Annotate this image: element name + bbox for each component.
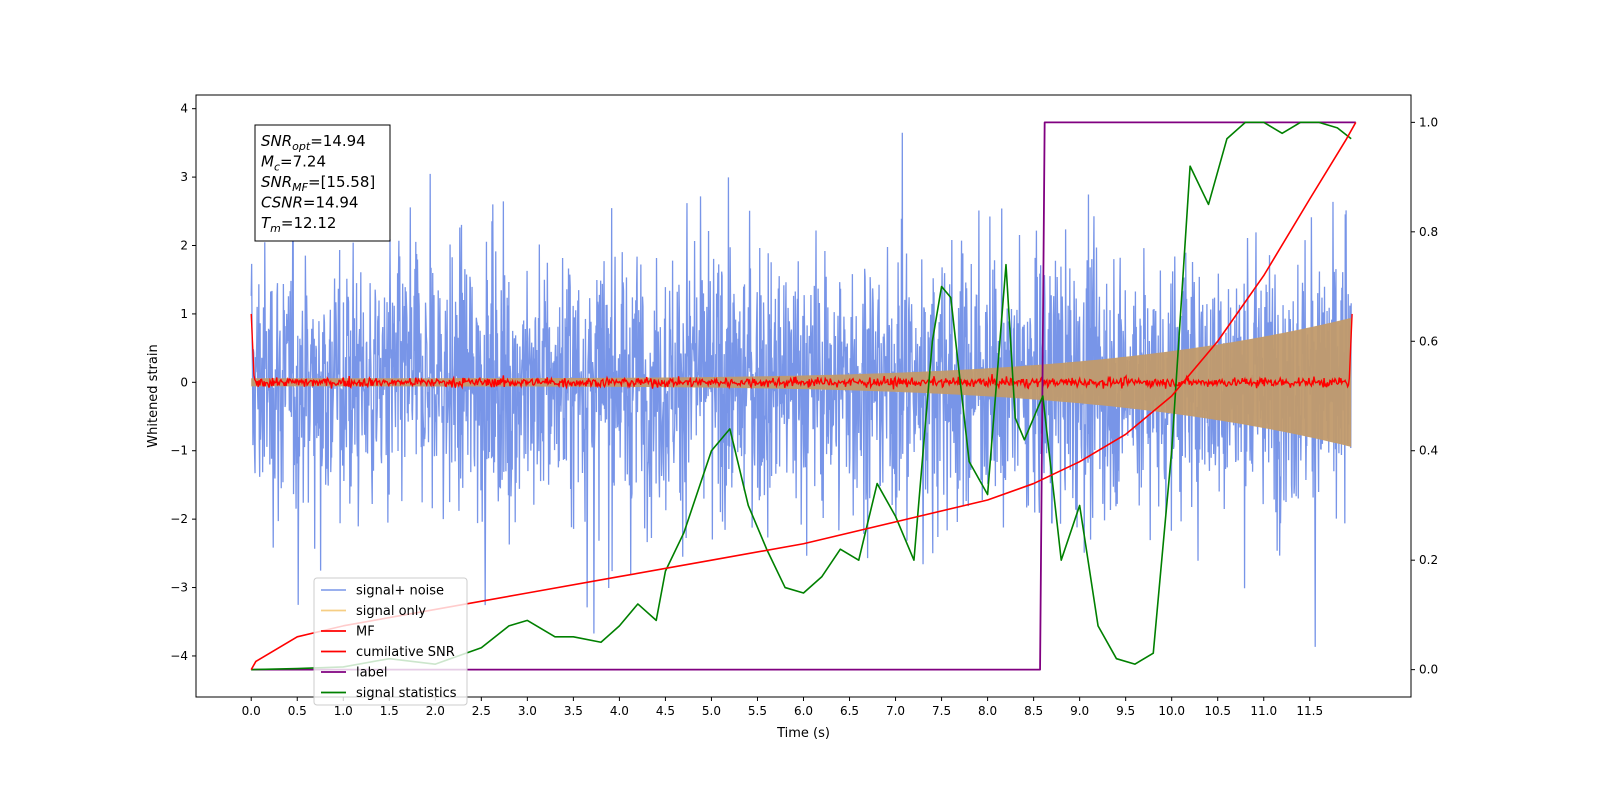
annotation-subscript: c: [274, 161, 280, 174]
x-tick-label: 11.5: [1296, 704, 1323, 718]
annotation-line: CSNR=14.94: [261, 194, 358, 212]
x-tick-label: 5.5: [748, 704, 767, 718]
y-tick-label: 4: [180, 102, 188, 116]
annotation-line: Tm=12.12: [261, 214, 336, 235]
legend-item[interactable]: cumilative SNR: [321, 645, 455, 660]
x-tick-label: 0.5: [288, 704, 307, 718]
x-tick-label: 8.0: [978, 704, 997, 718]
y2-tick-label: 0.2: [1419, 553, 1438, 567]
legend-label: signal only: [356, 604, 426, 619]
annotation-value: =14.94: [303, 194, 359, 212]
annotation-symbol: CSNR: [261, 194, 303, 212]
x-tick-label: 2.0: [426, 704, 445, 718]
legend[interactable]: signal+ noise signal only MF cumilative SNR…: [313, 577, 468, 706]
legend-label: signal statistics: [356, 686, 457, 701]
x-tick-label: 11.0: [1250, 704, 1277, 718]
x-tick-label: 10.0: [1158, 704, 1185, 718]
annotation-line: SNRopt=14.94: [261, 132, 366, 153]
y-tick-label: 3: [180, 170, 188, 184]
annotation-value: =12.12: [281, 214, 337, 232]
annotation-line: Mc=7.24: [261, 153, 326, 174]
x-tick-label: 2.5: [472, 704, 491, 718]
x-tick-label: 3.5: [564, 704, 583, 718]
x-tick-label: 6.0: [794, 704, 813, 718]
y-tick-label: −3: [170, 581, 188, 595]
annotation-symbol: M: [261, 153, 274, 171]
legend-label: label: [356, 666, 387, 681]
annotation-symbol: T: [261, 214, 272, 232]
annotation-box: SNRopt=14.94Mc=7.24SNRMF=[15.58]CSNR=14.…: [254, 124, 391, 242]
legend-label: MF: [356, 625, 375, 640]
x-tick-label: 7.5: [932, 704, 951, 718]
y2-tick-label: 0.4: [1419, 444, 1438, 458]
legend-item[interactable]: signal+ noise: [321, 584, 444, 599]
annotation-subscript: MF: [292, 181, 308, 194]
x-tick-label: 3.0: [518, 704, 537, 718]
annotation-subscript: m: [270, 222, 281, 235]
x-tick-label: 6.5: [840, 704, 859, 718]
x-tick-label: 4.5: [656, 704, 675, 718]
legend-label: signal+ noise: [356, 584, 444, 599]
x-tick-label: 5.0: [702, 704, 721, 718]
annotation-symbol: SNR: [261, 173, 292, 191]
y2-tick-label: 0.6: [1419, 334, 1438, 348]
annotation-value: =7.24: [280, 153, 326, 171]
y2-tick-label: 0.0: [1419, 663, 1438, 677]
y-tick-label: 0: [180, 375, 188, 389]
x-tick-label: 10.5: [1204, 704, 1231, 718]
annotation-symbol: SNR: [261, 132, 292, 150]
y2-tick-label: 1.0: [1419, 115, 1438, 129]
x-tick-label: 9.0: [1070, 704, 1089, 718]
y-tick-label: −1: [170, 444, 188, 458]
y-tick-label: 2: [180, 239, 188, 253]
annotation-frame: [254, 124, 391, 242]
legend-frame: [313, 577, 468, 706]
x-tick-label: 8.5: [1024, 704, 1043, 718]
y2-tick-label: 0.8: [1419, 225, 1438, 239]
legend-label: cumilative SNR: [356, 645, 455, 660]
axes: 0.0 0.5 1.0 1.5 2.0 2.5 3.0 3.5 4.0 4.5 5.0 5.5 6.0 6…: [170, 102, 1438, 718]
y-axis-label: Whitened strain: [146, 344, 161, 447]
legend-item[interactable]: signal statistics: [321, 686, 457, 701]
annotation-line: SNRMF=[15.58]: [261, 173, 375, 194]
y-tick-label: 1: [180, 307, 188, 321]
x-tick-label: 0.0: [242, 704, 261, 718]
series-mf: [250, 313, 1353, 390]
annotation-value: =14.94: [310, 132, 366, 150]
series-signal-statistics: [251, 121, 1352, 671]
annotation-subscript: opt: [292, 140, 311, 153]
annotation-value: =[15.58]: [308, 173, 375, 191]
x-tick-label: 1.5: [380, 704, 399, 718]
y-tick-label: −4: [170, 649, 188, 663]
x-tick-label: 9.5: [1116, 704, 1135, 718]
legend-item[interactable]: signal only: [321, 604, 426, 619]
legend-item[interactable]: MF: [321, 625, 375, 640]
x-tick-label: 1.0: [334, 704, 353, 718]
y-tick-label: −2: [170, 512, 188, 526]
x-axis-label: Time (s): [776, 726, 830, 741]
x-tick-label: 7.0: [886, 704, 905, 718]
x-tick-label: 4.0: [610, 704, 629, 718]
legend-item[interactable]: label: [321, 666, 387, 681]
